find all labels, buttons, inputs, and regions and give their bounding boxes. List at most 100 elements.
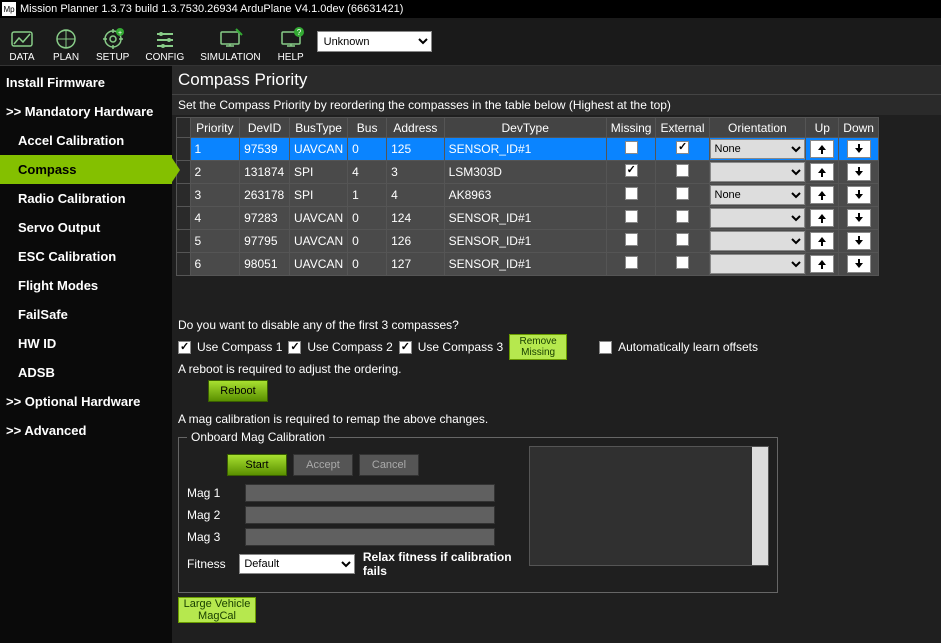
sidebar-item-failsafe[interactable]: FailSafe	[0, 300, 172, 329]
move-up-button[interactable]	[810, 209, 834, 227]
move-up-button[interactable]	[810, 140, 834, 158]
sidebar-item-accel-calibration[interactable]: Accel Calibration	[0, 126, 172, 155]
large-vehicle-magcal-button[interactable]: Large VehicleMagCal	[178, 597, 256, 623]
cell-bus: 0	[348, 230, 387, 253]
table-row[interactable]: 497283UAVCAN0124SENSOR_ID#1	[177, 207, 879, 230]
missing-checkbox[interactable]	[625, 141, 638, 154]
external-checkbox[interactable]	[676, 164, 689, 177]
cell-address: 4	[387, 184, 445, 207]
auto-learn-label: Automatically learn offsets	[618, 340, 758, 354]
sidebar-item-adsb[interactable]: ADSB	[0, 358, 172, 387]
col-missing[interactable]: Missing	[606, 118, 656, 138]
missing-checkbox[interactable]	[625, 164, 638, 177]
sidebar-item-compass[interactable]: Compass	[0, 155, 172, 184]
toolbar-plan[interactable]: PLAN	[44, 19, 88, 65]
col-devid[interactable]: DevID	[240, 118, 290, 138]
orientation-select[interactable]	[710, 254, 806, 274]
use-compass-3-checkbox[interactable]	[399, 341, 412, 354]
external-checkbox[interactable]	[676, 233, 689, 246]
move-up-button[interactable]	[810, 186, 834, 204]
move-up-button[interactable]	[810, 232, 834, 250]
output-scrollbar[interactable]	[752, 447, 768, 565]
toolbar-help[interactable]: ? HELP	[269, 19, 313, 65]
table-row[interactable]: 3263178SPI14AK8963None	[177, 184, 879, 207]
orientation-select[interactable]	[710, 208, 806, 228]
cell-devid: 97283	[240, 207, 290, 230]
missing-checkbox[interactable]	[625, 233, 638, 246]
vehicle-select[interactable]: Unknown	[317, 31, 432, 52]
move-down-button[interactable]	[847, 186, 871, 204]
cell-bus: 0	[348, 253, 387, 276]
move-down-button[interactable]	[847, 232, 871, 250]
use-compass-1-checkbox[interactable]	[178, 341, 191, 354]
orientation-select[interactable]: None	[710, 185, 806, 205]
cell-devtype: SENSOR_ID#1	[444, 253, 606, 276]
cancel-button[interactable]: Cancel	[359, 454, 419, 476]
col-orientation[interactable]: Orientation	[709, 118, 806, 138]
sidebar-item-servo-output[interactable]: Servo Output	[0, 213, 172, 242]
col-down[interactable]: Down	[839, 118, 879, 138]
toolbar-setup[interactable]: + SETUP	[88, 19, 137, 65]
onboard-magcal-fieldset: Onboard Mag Calibration Start Accept Can…	[178, 430, 778, 593]
missing-checkbox[interactable]	[625, 210, 638, 223]
help-icon: ?	[277, 26, 305, 52]
main-area: Install Firmware>> Mandatory HardwareAcc…	[0, 66, 941, 643]
cell-devid: 97539	[240, 138, 290, 161]
move-up-button[interactable]	[810, 255, 834, 273]
col-external[interactable]: External	[656, 118, 709, 138]
cell-priority: 1	[190, 138, 240, 161]
table-row[interactable]: 597795UAVCAN0126SENSOR_ID#1	[177, 230, 879, 253]
disable-prompt: Do you want to disable any of the first …	[178, 318, 935, 332]
sidebar-item--advanced[interactable]: >> Advanced	[0, 416, 172, 445]
move-down-button[interactable]	[847, 163, 871, 181]
accept-button[interactable]: Accept	[293, 454, 353, 476]
col-priority[interactable]: Priority	[190, 118, 240, 138]
reboot-button[interactable]: Reboot	[208, 380, 268, 402]
cell-priority: 4	[190, 207, 240, 230]
external-checkbox[interactable]	[676, 141, 689, 154]
col-up[interactable]: Up	[806, 118, 839, 138]
toolbar-simulation[interactable]: SIMULATION	[192, 19, 268, 65]
cell-priority: 2	[190, 161, 240, 184]
use-compass-2-checkbox[interactable]	[288, 341, 301, 354]
sidebar-item-flight-modes[interactable]: Flight Modes	[0, 271, 172, 300]
external-checkbox[interactable]	[676, 187, 689, 200]
external-checkbox[interactable]	[676, 256, 689, 269]
external-checkbox[interactable]	[676, 210, 689, 223]
sidebar-item-radio-calibration[interactable]: Radio Calibration	[0, 184, 172, 213]
cell-address: 125	[387, 138, 445, 161]
data-icon	[8, 26, 36, 52]
plan-icon	[52, 26, 80, 52]
orientation-select[interactable]	[710, 231, 806, 251]
col-bustype[interactable]: BusType	[290, 118, 348, 138]
start-button[interactable]: Start	[227, 454, 287, 476]
toolbar-data[interactable]: DATA	[0, 19, 44, 65]
sidebar-item-hw-id[interactable]: HW ID	[0, 329, 172, 358]
window-title: Mission Planner 1.3.73 build 1.3.7530.26…	[20, 3, 403, 15]
sidebar-item--optional-hardware[interactable]: >> Optional Hardware	[0, 387, 172, 416]
move-down-button[interactable]	[847, 209, 871, 227]
remove-missing-button[interactable]: RemoveMissing	[509, 334, 567, 360]
sidebar-item-install-firmware[interactable]: Install Firmware	[0, 68, 172, 97]
missing-checkbox[interactable]	[625, 187, 638, 200]
toolbar-config[interactable]: CONFIG	[137, 19, 192, 65]
move-down-button[interactable]	[847, 140, 871, 158]
table-row[interactable]: 197539UAVCAN0125SENSOR_ID#1None	[177, 138, 879, 161]
sidebar-item-esc-calibration[interactable]: ESC Calibration	[0, 242, 172, 271]
col-bus[interactable]: Bus	[348, 118, 387, 138]
col-devtype[interactable]: DevType	[444, 118, 606, 138]
auto-learn-checkbox[interactable]	[599, 341, 612, 354]
move-down-button[interactable]	[847, 255, 871, 273]
move-up-button[interactable]	[810, 163, 834, 181]
sidebar-item--mandatory-hardware[interactable]: >> Mandatory Hardware	[0, 97, 172, 126]
orientation-select[interactable]	[710, 162, 806, 182]
orientation-select[interactable]: None	[710, 139, 806, 159]
col-address[interactable]: Address	[387, 118, 445, 138]
cell-devtype: SENSOR_ID#1	[444, 138, 606, 161]
table-row[interactable]: 698051UAVCAN0127SENSOR_ID#1	[177, 253, 879, 276]
fitness-select[interactable]: Default	[239, 554, 355, 574]
missing-checkbox[interactable]	[625, 256, 638, 269]
table-row[interactable]: 2131874SPI43LSM303D	[177, 161, 879, 184]
cell-address: 124	[387, 207, 445, 230]
main-toolbar: DATA PLAN + SETUP CONFIG SIMULATION ? HE…	[0, 18, 941, 66]
